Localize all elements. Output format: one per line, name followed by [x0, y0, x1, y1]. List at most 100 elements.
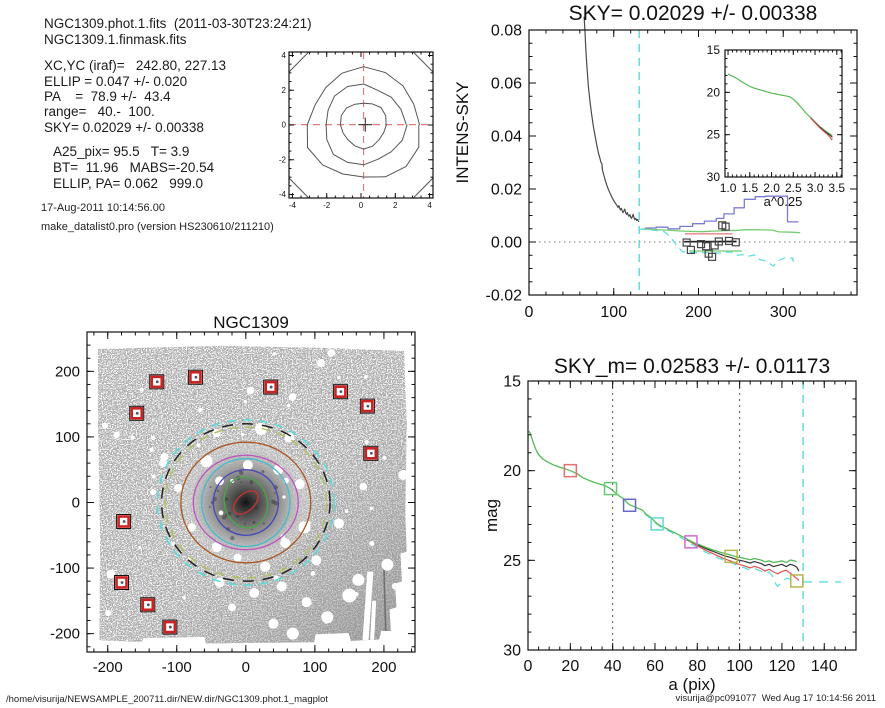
masked-star — [249, 587, 260, 598]
tick-label: -2 — [323, 201, 331, 210]
knot — [216, 489, 220, 493]
masked-star — [324, 620, 328, 624]
axes-box — [86, 331, 416, 653]
tick-label: 20 — [503, 463, 521, 480]
integer-mag-squares — [724, 549, 738, 564]
galaxy-image-panel: -200 -100 0 100 200 -200 -100 0 100 200 NGC1309 — [50, 313, 416, 676]
star-box — [189, 370, 202, 384]
mag-ylabel: mag — [482, 499, 501, 532]
series-intensity-profile — [583, 16, 640, 223]
series-mag-black — [686, 538, 800, 572]
param-ellip: ELLIP = 0.047 +/- 0.020 — [44, 74, 188, 89]
tick-label: 3.0 — [807, 181, 824, 195]
knot — [249, 480, 254, 485]
masked-star — [369, 506, 374, 510]
growth-curve-inset: 1.0 1.5 2.0 2.5 3.0 3.5 15 20 25 30 a^0.25 — [707, 43, 846, 209]
masked-star — [211, 542, 222, 553]
star-box — [141, 598, 155, 612]
masked-star — [276, 581, 287, 592]
knot — [244, 522, 247, 525]
tick-label: 2.5 — [785, 181, 802, 195]
masked-star — [246, 386, 255, 395]
tick-label: 0 — [242, 659, 250, 676]
masked-star — [113, 431, 120, 439]
star-dot — [369, 451, 373, 455]
tick-label: 0.04 — [491, 128, 522, 145]
masked-star — [158, 459, 167, 468]
corner-contour — [288, 51, 310, 73]
knot — [223, 497, 229, 502]
tick-label: 0 — [525, 304, 534, 321]
masked-star — [138, 545, 142, 549]
knot — [208, 505, 211, 508]
integer-mag-squares — [563, 463, 578, 478]
knot — [271, 499, 276, 504]
masked-star — [228, 603, 237, 612]
masked-star — [352, 573, 365, 586]
residual-squares — [721, 222, 730, 231]
masked-star — [398, 469, 407, 480]
white-streak — [362, 571, 374, 644]
masked-star — [149, 488, 157, 496]
masked-star — [311, 555, 322, 566]
residual-squares — [686, 245, 695, 255]
masked-star — [106, 569, 116, 579]
tick-label: 1.5 — [741, 181, 758, 195]
knot — [254, 505, 259, 510]
tick-label: 100 — [55, 429, 80, 446]
sky-ring-dashed — [156, 419, 335, 586]
inset-bg — [724, 49, 843, 178]
param-xc-yc: XC,YC (iraf)= 242.80, 227.13 — [44, 58, 226, 73]
tick-label: -2 — [279, 155, 287, 164]
tick-label: 300 — [770, 304, 797, 321]
star-box — [117, 515, 130, 528]
knot — [227, 511, 232, 516]
corner-contour — [412, 177, 434, 199]
masked-star — [242, 460, 253, 471]
tick-label: -200 — [93, 659, 123, 676]
star-box — [364, 447, 378, 460]
masked-star — [316, 359, 325, 367]
masked-star — [196, 443, 201, 448]
tick-label: 80 — [688, 658, 706, 675]
masked-star — [139, 387, 144, 392]
tick-label: 60 — [646, 658, 664, 675]
masked-star — [301, 597, 312, 608]
masked-star — [327, 349, 335, 357]
series-mag-green — [528, 430, 797, 564]
star-box — [150, 375, 164, 389]
masked-star — [174, 484, 183, 493]
star-box — [334, 385, 347, 398]
reference-stars — [114, 369, 379, 635]
tick-label: 30 — [503, 642, 521, 659]
masked-star — [243, 399, 247, 404]
tick-label: 200 — [685, 304, 712, 321]
masked-star — [286, 403, 291, 408]
fit-ellipse — [223, 476, 269, 529]
masked-star — [182, 596, 186, 600]
knot — [240, 481, 243, 484]
star-dot — [120, 581, 124, 584]
corner-contour — [288, 177, 310, 199]
star-dot — [269, 385, 273, 389]
contour-level — [325, 83, 408, 166]
galaxy-title: NGC1309 — [213, 313, 289, 332]
sky-intensity-panel: 0 100 200 300 0.08 0.06 0.04 0.02 0.00 -0.02 SKY= … — [453, 2, 858, 321]
knot — [261, 470, 265, 474]
tick-label: 200 — [55, 363, 80, 380]
tick-label: 100 — [726, 658, 753, 675]
tick-label: 2 — [282, 86, 287, 95]
masked-star — [280, 538, 291, 549]
tick-label: 15 — [503, 373, 521, 390]
integer-mag-squares — [622, 498, 637, 513]
residual-squares — [707, 252, 717, 261]
tick-label: 200 — [371, 659, 396, 676]
masked-star — [282, 495, 286, 499]
tick-label: 30 — [707, 170, 721, 184]
masked-star — [337, 376, 341, 380]
knot — [274, 492, 276, 495]
residual-squares — [696, 240, 706, 249]
param-pa: PA = 78.9 +/- 43.4 — [44, 89, 171, 104]
tick-label: 40 — [604, 658, 622, 675]
tick-label: 4 — [282, 51, 287, 60]
